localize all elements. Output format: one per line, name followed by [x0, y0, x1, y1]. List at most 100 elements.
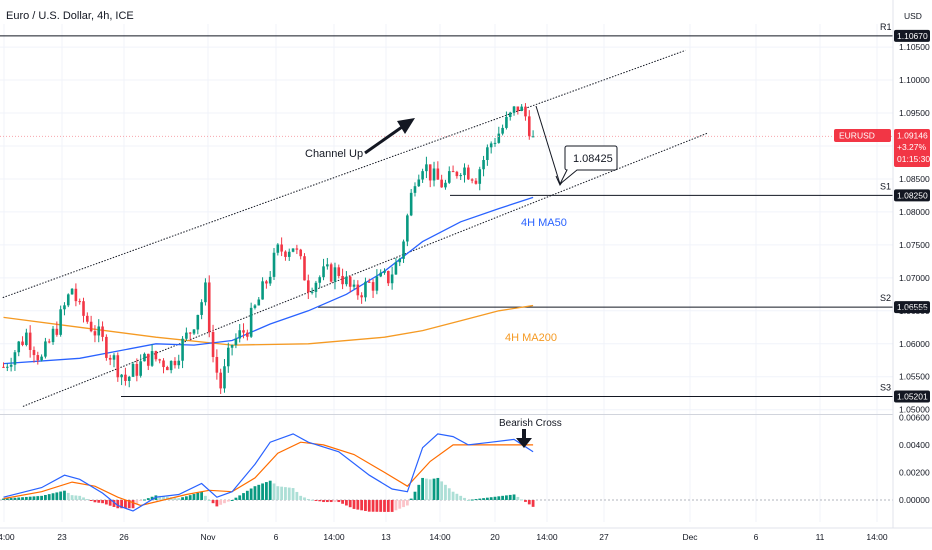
candle-body: [6, 366, 9, 368]
candle-body: [268, 276, 272, 284]
candle-body: [474, 180, 478, 184]
osc-histogram-bar: [360, 499, 364, 511]
price-tick-label: 1.06500: [899, 306, 930, 316]
price-axis[interactable]: 1.105001.100001.095001.090001.085001.080…: [892, 0, 930, 528]
candle-body: [143, 353, 146, 362]
osc-histogram-bar: [280, 486, 284, 500]
osc-histogram-bar: [375, 499, 379, 512]
candle-body: [383, 270, 386, 273]
osc-histogram-bar: [386, 499, 390, 512]
osc-histogram-bar: [447, 488, 451, 500]
annotations: Channel Up 1.08425 4H MA50 4H MA200 Bear…: [305, 105, 618, 448]
osc-histogram-bar: [223, 499, 226, 504]
candle-body: [284, 251, 287, 257]
osc-histogram-bar: [47, 494, 51, 500]
osc-histogram-bar: [322, 499, 325, 503]
ma200-line: [3, 304, 534, 346]
osc-histogram-bar: [383, 499, 386, 512]
osc-histogram-bar: [104, 499, 108, 505]
osc-histogram-bar: [139, 499, 143, 501]
candle-body: [66, 294, 70, 306]
osc-histogram-bar: [89, 499, 93, 501]
osc-histogram-bar: [192, 494, 196, 500]
candle-body: [489, 143, 493, 148]
osc-histogram-bar: [253, 486, 257, 500]
osc-histogram-bar: [66, 492, 70, 500]
candle-body: [177, 360, 181, 366]
osc-tick-label: 0.00200: [899, 467, 930, 477]
candle-body: [17, 341, 21, 353]
osc-histogram-bar: [97, 499, 101, 503]
channel-up-label: Channel Up: [305, 148, 363, 160]
level-price-badge: [894, 301, 930, 314]
candle-body: [211, 332, 215, 357]
moving-averages: [3, 196, 534, 365]
candle-body: [131, 363, 135, 377]
candle-body: [333, 267, 337, 282]
candle-body: [169, 360, 173, 371]
osc-histogram-bar: [440, 481, 444, 500]
osc-histogram-bar: [520, 499, 524, 501]
time-axis[interactable]: 14:00 23 26 Nov 6 14:00 13 14:00 20 14:00 27 Dec 6 11…: [0, 527, 932, 542]
candle-body: [432, 168, 436, 181]
candle-body: [352, 284, 356, 287]
price-tick-label: 1.06000: [899, 339, 930, 349]
candles: [0, 103, 893, 394]
candle-body: [185, 332, 188, 339]
candle-body: [299, 249, 302, 257]
support-resistance-lines: R1 1.10670 S1 1.08250 S2 1.06555 S3 1.05201: [0, 22, 930, 403]
candle-body: [32, 349, 36, 356]
osc-histogram-bar: [82, 497, 85, 500]
time-tick-label: 11: [816, 532, 825, 542]
bearish-cross-label: Bearish Cross: [499, 418, 562, 429]
candle-body: [356, 284, 360, 296]
candle-body: [329, 264, 333, 282]
osc-histogram-bar: [352, 499, 356, 509]
current-price-badge: EURUSD 1.09146 +3.27% 01:15:30: [834, 129, 930, 167]
candle-body: [524, 106, 527, 117]
time-tick-label: Nov: [200, 532, 216, 542]
price-tick-label: 1.10000: [899, 75, 930, 85]
price-tick-label: 1.07500: [899, 240, 930, 250]
osc-histogram-bar: [13, 497, 17, 500]
candle-body: [295, 248, 299, 250]
candle-body: [280, 244, 283, 252]
candle-body: [63, 305, 66, 310]
candle-body: [451, 171, 455, 173]
currency-label[interactable]: USD: [904, 11, 922, 21]
candle-body: [116, 355, 120, 378]
candle-body: [272, 252, 276, 277]
candle-body: [417, 179, 421, 187]
candle-body: [482, 160, 485, 170]
candle-body: [162, 360, 165, 368]
candle-body: [486, 147, 489, 161]
osc-histogram-bar: [425, 478, 428, 500]
macd-line: [3, 433, 534, 512]
time-tick-label: 14:00: [0, 532, 15, 542]
osc-histogram-bar: [272, 483, 276, 500]
candle-body: [36, 355, 40, 361]
candle-body: [207, 282, 211, 333]
candle-body: [467, 167, 470, 180]
osc-histogram-bar: [150, 496, 154, 500]
osc-tick-label: 0.00600: [899, 412, 930, 422]
osc-histogram-bar: [85, 499, 89, 501]
osc-histogram-bar: [9, 498, 13, 500]
candle-body: [337, 267, 341, 276]
current-price-countdown: 01:15:30: [897, 154, 930, 164]
osc-histogram-bar: [299, 495, 303, 500]
osc-histogram-bar: [474, 499, 478, 501]
osc-histogram-bar: [371, 499, 375, 512]
osc-histogram-bar: [120, 499, 124, 509]
price-tick-label: 1.07000: [899, 273, 930, 283]
osc-histogram-bar: [59, 491, 63, 500]
osc-histogram-bar: [211, 499, 215, 504]
level-name-s3: S3: [880, 382, 891, 392]
osc-histogram-bar: [207, 499, 211, 501]
time-tick-label: 6: [754, 532, 759, 542]
candle-body: [265, 281, 268, 284]
osc-histogram-bar: [261, 483, 264, 500]
candle-body: [44, 341, 47, 357]
